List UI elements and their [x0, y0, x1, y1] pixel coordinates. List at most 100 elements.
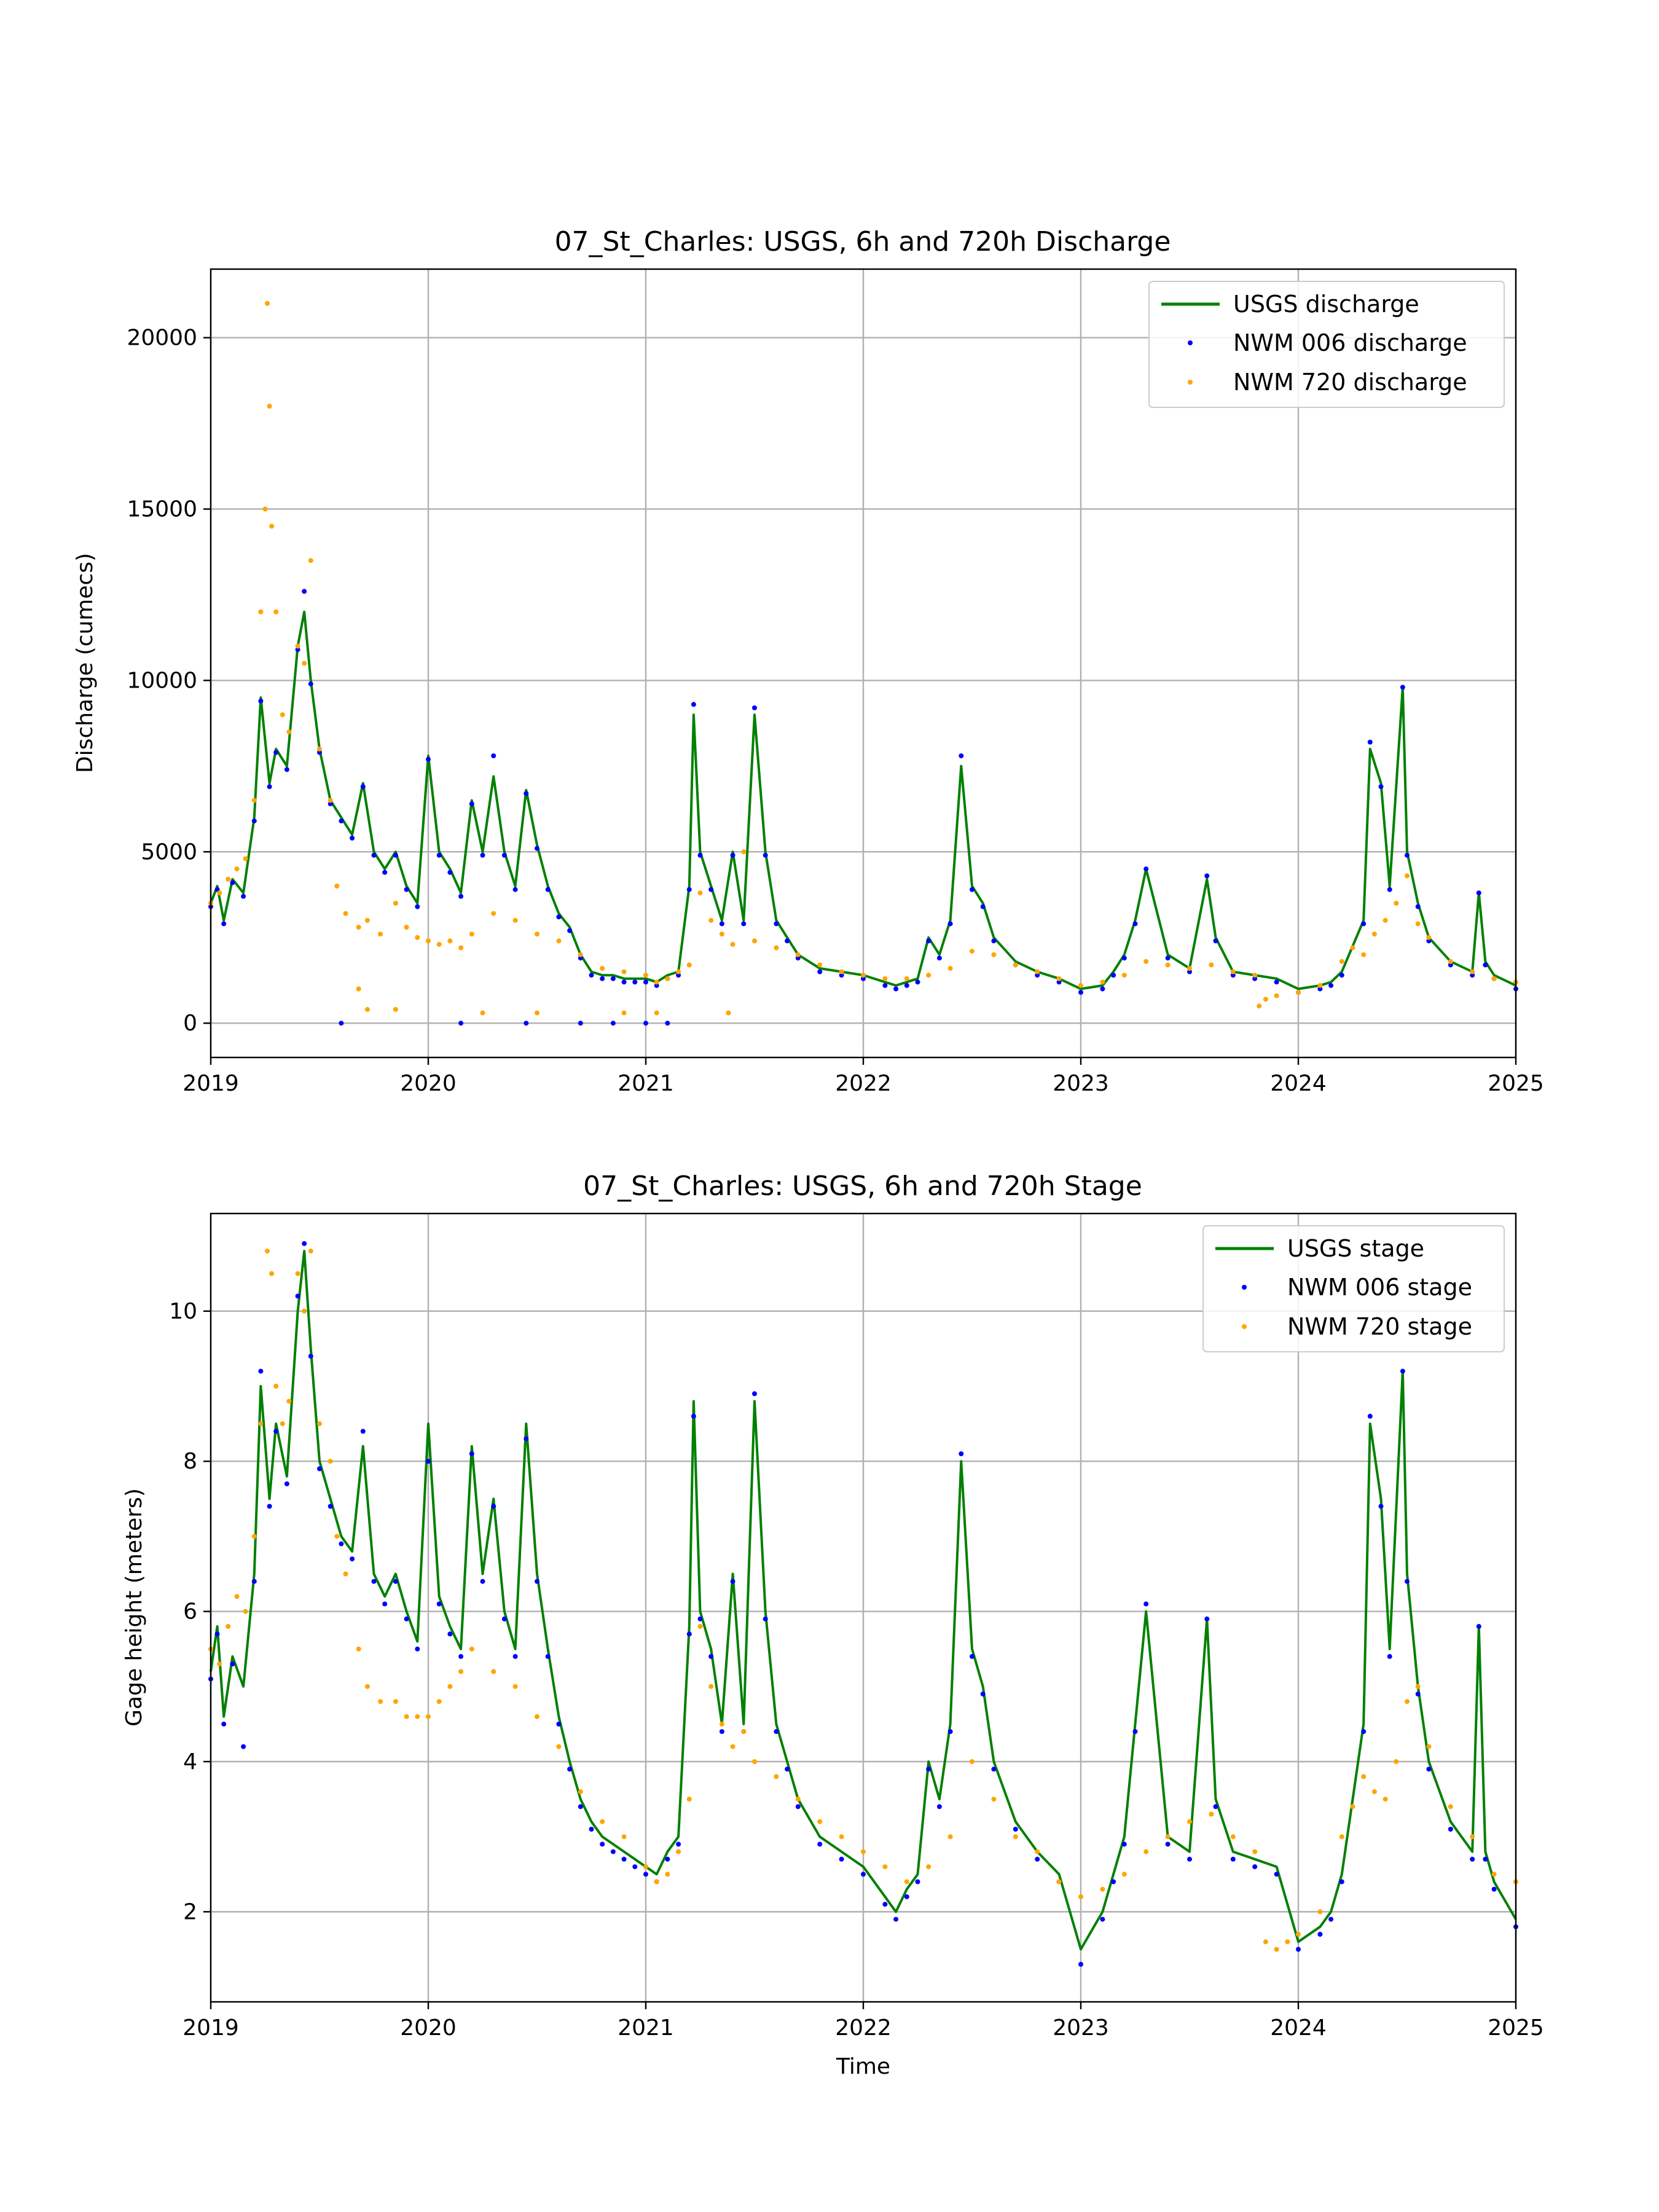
nwm-720-discharge-point [1405, 873, 1410, 879]
nwm-006-discharge-point [610, 976, 616, 981]
nwm-006-discharge-point [469, 801, 474, 807]
legend-nwm006-discharge-label: NWM 006 discharge [1233, 329, 1467, 356]
nwm-720-stage-point [600, 1819, 605, 1824]
nwm-720-discharge-point [1371, 931, 1377, 937]
nwm-006-discharge-point [295, 647, 300, 653]
nwm-720-discharge-point [556, 938, 562, 944]
nwm-006-discharge-point [426, 756, 431, 762]
nwm-006-stage-point [1361, 1729, 1367, 1735]
nwm-006-discharge-point [1230, 973, 1236, 978]
nwm-720-discharge-point [795, 952, 801, 957]
nwm-720-discharge-point [578, 952, 583, 957]
nwm-720-discharge-point [535, 1010, 539, 1016]
discharge-y-ticks: 0 5000 10000 15000 20000 [127, 326, 211, 1036]
nwm-720-discharge-point [1339, 959, 1344, 964]
nwm-720-stage-point [1470, 1834, 1475, 1840]
nwm-006-discharge-point [1252, 976, 1258, 981]
nwm-006-discharge-point [600, 976, 605, 981]
nwm-006-discharge-point [1378, 784, 1384, 790]
nwm-006-stage-point [1204, 1616, 1210, 1622]
nwm-720-stage-point [556, 1744, 562, 1749]
nwm-006-discharge-point [774, 921, 779, 927]
nwm-720-discharge-point [774, 945, 779, 951]
nwm-720-discharge-point [1491, 976, 1497, 981]
nwm-006-stage-point [578, 1804, 583, 1810]
nwm-720-discharge-point [1230, 969, 1236, 975]
nwm-720-discharge-point [364, 917, 370, 923]
nwm-720-stage-point [234, 1594, 240, 1599]
nwm-006-stage-point [1111, 1879, 1116, 1885]
nwm-006-discharge-point [691, 702, 696, 707]
nwm-006-stage-point [1252, 1864, 1258, 1870]
nwm-720-stage-point [1350, 1804, 1355, 1810]
nwm-006-stage-point [1470, 1856, 1475, 1862]
nwm-720-stage-point [426, 1714, 431, 1719]
nwm-720-stage-point [243, 1609, 248, 1614]
nwm-720-discharge-point [1274, 993, 1279, 998]
nwm-006-stage-point [893, 1916, 899, 1922]
nwm-720-stage-point [317, 1421, 322, 1427]
nwm-720-stage-point [970, 1759, 975, 1764]
discharge-y-axis-label: Discharge (cumecs) [73, 553, 98, 773]
nwm-720-stage-point [578, 1789, 583, 1794]
legend-usgs-stage-label: USGS stage [1287, 1235, 1424, 1262]
nwm-720-discharge-point [535, 931, 539, 937]
nwm-720-discharge-point [1448, 959, 1453, 964]
nwm-720-stage-point [1371, 1789, 1377, 1794]
nwm-720-discharge-point [393, 901, 398, 906]
nwm-720-discharge-point [654, 1010, 659, 1016]
nwm-006-discharge-point [621, 979, 627, 985]
nwm-006-stage-point [1230, 1856, 1236, 1862]
nwm-720-stage-point [356, 1646, 361, 1652]
nwm-006-discharge-point [708, 887, 714, 892]
nwm-006-stage-point [404, 1616, 409, 1622]
nwm-720-stage-point [1274, 1947, 1279, 1952]
nwm-720-discharge-point [882, 976, 888, 981]
stage-x-tick-label: 2019 [182, 2015, 239, 2041]
nwm-006-stage-point [221, 1721, 227, 1727]
nwm-720-discharge-point [1187, 966, 1192, 971]
stage-x-tick-label: 2021 [618, 2015, 674, 2041]
nwm-720-stage-point [708, 1684, 714, 1689]
nwm-720-stage-point [1078, 1894, 1083, 1899]
nwm-006-stage-point [1405, 1579, 1410, 1584]
nwm-006-stage-point [230, 1661, 235, 1667]
nwm-720-stage-point [393, 1699, 398, 1704]
nwm-006-discharge-point [1111, 973, 1116, 978]
nwm-006-discharge-point [1448, 962, 1453, 968]
nwm-720-stage-point [1252, 1849, 1258, 1854]
nwm-006-discharge-point [501, 852, 507, 858]
nwm-006-stage-point [1143, 1601, 1149, 1607]
nwm-006-stage-point [1013, 1827, 1018, 1832]
nwm-006-discharge-point [1100, 986, 1105, 992]
nwm-006-discharge-point [741, 921, 747, 927]
nwm-720-stage-point [364, 1684, 370, 1689]
nwm-006-stage-point [686, 1631, 692, 1637]
nwm-720-discharge-point [697, 890, 703, 896]
nwm-006-discharge-point [556, 914, 562, 920]
discharge-panel: 07_St_Charles: USGS, 6h and 720h Dischar… [73, 226, 1544, 1096]
nwm-720-discharge-point [469, 931, 474, 937]
nwm-006-discharge-point [1470, 973, 1475, 978]
nwm-006-discharge-point [284, 767, 289, 772]
stage-x-tick-label: 2025 [1488, 2015, 1544, 2041]
nwm-720-discharge-point [280, 712, 285, 718]
nwm-720-stage-point [1187, 1819, 1192, 1824]
stage-x-tick-label: 2022 [835, 2015, 892, 2041]
nwm-720-stage-point [1209, 1811, 1214, 1817]
discharge-y-tick-label: 10000 [127, 668, 197, 693]
nwm-006-stage-point [763, 1616, 768, 1622]
nwm-006-discharge-point [512, 887, 518, 892]
stage-x-tick-label: 2020 [400, 2015, 457, 2041]
nwm-006-stage-point [1387, 1653, 1392, 1659]
nwm-720-stage-point [1165, 1834, 1171, 1840]
nwm-006-discharge-point [524, 1021, 529, 1026]
nwm-720-discharge-point [491, 911, 496, 916]
nwm-720-stage-point [741, 1729, 747, 1735]
nwm-720-discharge-point [621, 969, 627, 975]
nwm-006-discharge-point [241, 893, 246, 899]
nwm-006-discharge-point [567, 928, 573, 933]
stage-y-tick-label: 10 [169, 1299, 197, 1324]
nwm-720-stage-point [535, 1714, 539, 1719]
nwm-720-discharge-point [839, 969, 844, 975]
